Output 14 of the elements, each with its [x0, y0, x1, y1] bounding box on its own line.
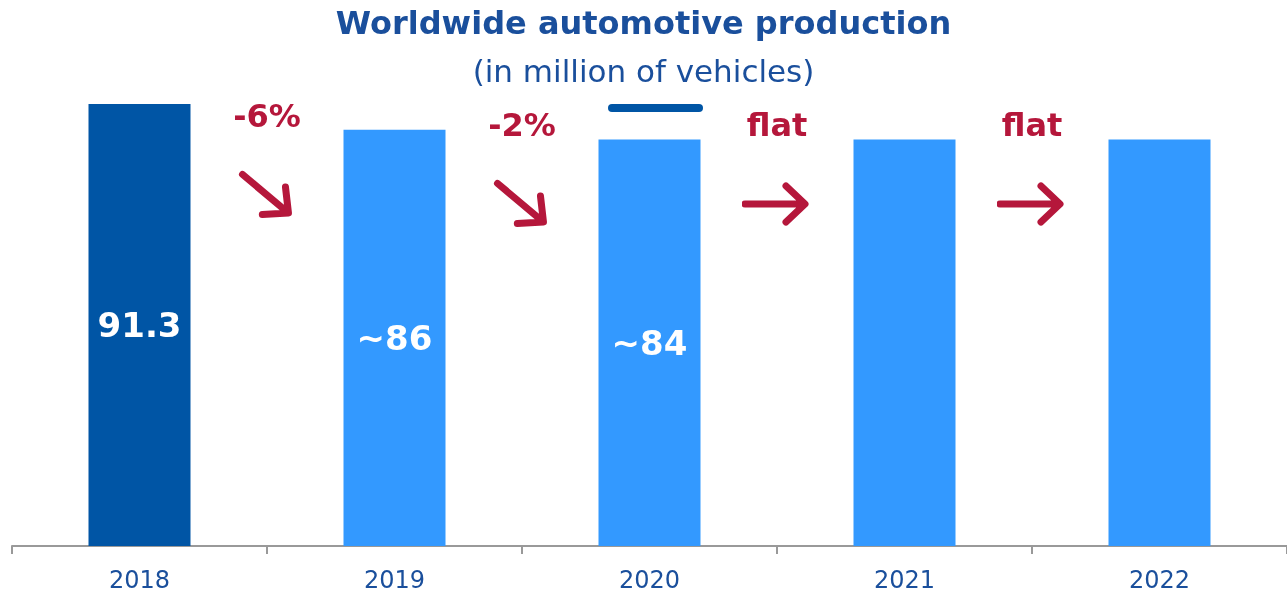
annotation: -2%	[488, 106, 556, 145]
x-tick-label: 2019	[363, 566, 426, 594]
x-tick-label: 2022	[1128, 566, 1191, 594]
annotation: flat	[1001, 106, 1063, 145]
x-tick-label: 2018	[108, 566, 171, 594]
chart-subtitle: (in million of vehicles)	[472, 52, 815, 89]
chart-title: Worldwide automotive production	[335, 4, 952, 42]
data-label: 91.3	[97, 305, 182, 346]
x-tick-label: 2021	[873, 566, 936, 594]
data-label: ~86	[356, 317, 433, 358]
annotation: -6%	[233, 96, 301, 135]
data-label: ~84	[611, 322, 688, 363]
annotation: flat	[746, 106, 808, 145]
x-tick-label: 2020	[618, 566, 681, 594]
